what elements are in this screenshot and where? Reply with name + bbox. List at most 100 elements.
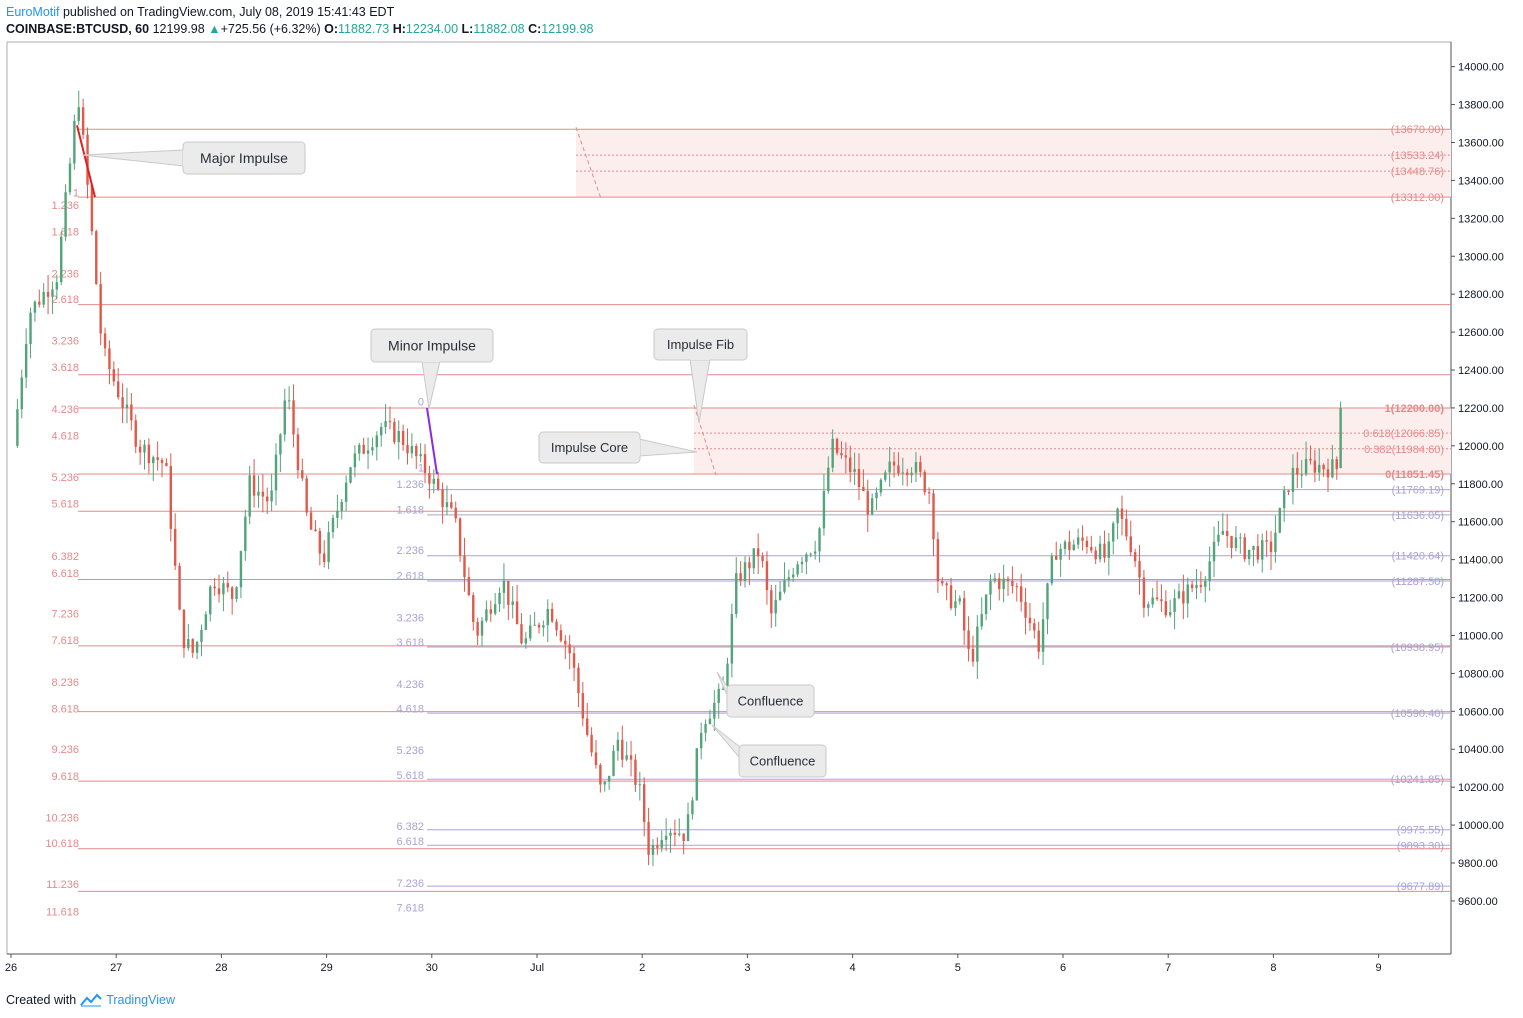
minor-fib-label: 0 xyxy=(418,396,424,408)
candle-down xyxy=(393,421,396,443)
candle-up xyxy=(752,548,755,569)
candle-up xyxy=(379,427,383,436)
candle-up xyxy=(1274,532,1277,553)
candle-up xyxy=(375,435,379,448)
candle-up xyxy=(980,613,983,627)
candle-up xyxy=(1168,612,1172,616)
candle-down xyxy=(217,588,221,595)
x-tick-label: 9 xyxy=(1376,962,1382,974)
candle-down xyxy=(436,478,440,490)
major-fib-label: 5.618 xyxy=(51,499,79,511)
level-label: (11769.19) xyxy=(1392,485,1444,497)
candle-up xyxy=(984,594,988,614)
candle-up xyxy=(283,400,286,435)
candle-down xyxy=(932,493,935,540)
minor-fib-label: 5.618 xyxy=(396,770,424,782)
author-link[interactable]: EuroMotif xyxy=(6,5,60,19)
candle-down xyxy=(305,478,308,513)
confluence-callout-2-label: Confluence xyxy=(750,754,816,769)
price-change: +725.56 (+6.32%) xyxy=(220,22,321,36)
close-value: 12199.98 xyxy=(541,22,594,36)
candle-down xyxy=(1190,584,1194,589)
candle-up xyxy=(1050,556,1054,584)
candle-up xyxy=(336,510,339,518)
candle-down xyxy=(748,562,751,569)
candle-down xyxy=(362,444,365,454)
candle-up xyxy=(612,750,615,776)
candle-down xyxy=(450,502,453,508)
y-tick-label: 11000.00 xyxy=(1458,630,1503,642)
level-label: (13448.76) xyxy=(1391,166,1444,178)
candle-down xyxy=(441,489,444,508)
candle-down xyxy=(1085,540,1089,547)
candle-down xyxy=(1037,630,1040,652)
candle-down xyxy=(1028,617,1032,624)
y-tick-label: 13400.00 xyxy=(1458,175,1504,187)
minor-fib-label: 7.618 xyxy=(396,903,424,915)
candle-up xyxy=(884,472,887,480)
candle-down xyxy=(46,291,50,297)
candle-up xyxy=(239,551,243,588)
open-value: 11882.73 xyxy=(338,22,390,36)
confluence-callout-2-box xyxy=(738,744,827,778)
candle-up xyxy=(1208,561,1211,581)
candle-down xyxy=(86,134,89,185)
candle-down xyxy=(581,693,585,719)
candle-up xyxy=(125,404,129,408)
candle-up xyxy=(42,291,45,305)
candle-up xyxy=(152,457,155,464)
candle-up xyxy=(1002,578,1005,589)
minor-fib-label: 2.618 xyxy=(396,571,424,583)
candle-up xyxy=(704,723,707,733)
candle-up xyxy=(64,192,67,237)
candle-down xyxy=(1160,599,1163,602)
candle-down xyxy=(739,573,742,581)
published-text: published on TradingView.com, July 08, 2… xyxy=(62,5,395,19)
candle-up xyxy=(60,236,63,283)
candle-down xyxy=(621,739,624,760)
candle-down xyxy=(1055,556,1058,560)
candle-up xyxy=(669,832,672,836)
low-label: L: xyxy=(461,22,474,36)
candle-down xyxy=(292,400,295,435)
major-impulse-callout-label: Major Impulse xyxy=(200,150,288,166)
candle-up xyxy=(914,462,918,473)
candle-up xyxy=(1212,541,1216,562)
candle-up xyxy=(1217,534,1220,542)
candle-down xyxy=(178,565,181,610)
price-chart[interactable]: (13670.00) (13533.24) (13448.76) (13312.00)… xyxy=(0,0,1523,990)
major-fib-label: 4.236 xyxy=(51,404,79,416)
candle-down xyxy=(1120,508,1124,520)
level-label: (9893.30) xyxy=(1397,840,1444,852)
candle-down xyxy=(1269,541,1273,553)
candle-down xyxy=(1033,623,1036,631)
candle-down xyxy=(629,755,633,760)
y-tick-label: 14000.00 xyxy=(1458,62,1504,74)
candle-up xyxy=(607,775,611,782)
candle-down xyxy=(1326,469,1330,478)
candle-up xyxy=(1339,407,1342,469)
candle-down xyxy=(90,184,94,232)
candle-up xyxy=(1291,467,1295,493)
minor-fib-label: 1.618 xyxy=(396,504,424,516)
candle-down xyxy=(147,444,151,464)
candle-up xyxy=(813,551,817,554)
candle-up xyxy=(533,624,536,626)
candle-up xyxy=(244,516,247,552)
tradingview-link[interactable]: TradingView xyxy=(106,993,175,1007)
candle-down xyxy=(1133,552,1137,562)
candle-up xyxy=(1059,548,1062,560)
candle-down xyxy=(1287,490,1290,493)
candle-down xyxy=(1164,601,1168,616)
candle-down xyxy=(1068,541,1071,551)
candle-up xyxy=(1252,546,1255,550)
major-fib-label: 11.618 xyxy=(46,906,79,918)
candle-up xyxy=(353,453,357,468)
candle-down xyxy=(849,457,852,472)
candle-down xyxy=(537,624,541,628)
candle-down xyxy=(230,587,234,599)
candle-down xyxy=(919,462,922,472)
candle-down xyxy=(156,457,159,461)
major-fib-label: 11.236 xyxy=(46,879,79,891)
major-fib-label: 5.236 xyxy=(51,472,79,484)
